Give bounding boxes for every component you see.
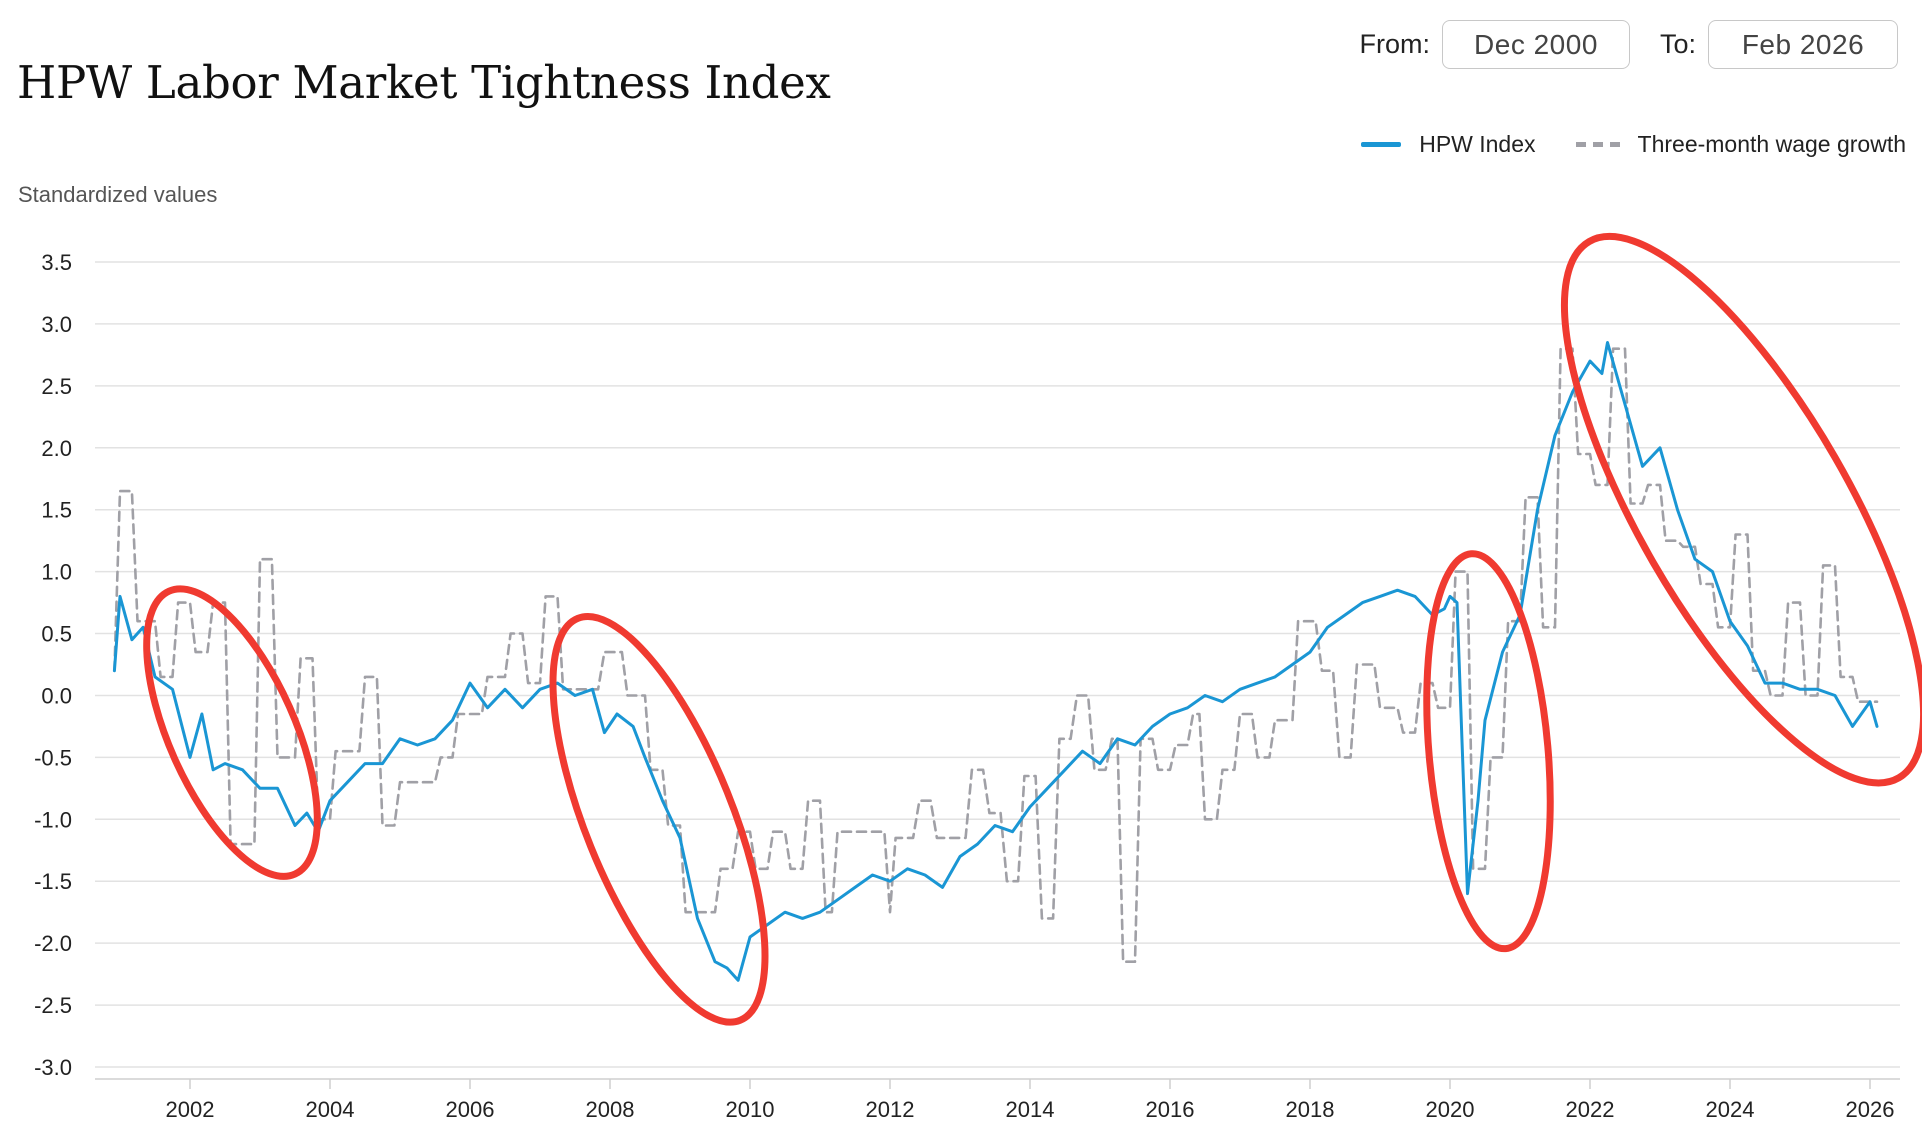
- x-tick-label: 2010: [726, 1097, 775, 1122]
- x-tick-label: 2008: [586, 1097, 635, 1122]
- legend-item-wage-growth[interactable]: Three-month wage growth: [1575, 131, 1906, 158]
- series-line-hpw-index: [112, 341, 1879, 982]
- to-date-input[interactable]: Feb 2026: [1708, 20, 1898, 69]
- y-tick-label: 1.5: [41, 498, 72, 523]
- annotation-ellipses: [143, 232, 1922, 1026]
- y-tick-label: -2.0: [34, 931, 72, 956]
- to-label: To:: [1659, 29, 1696, 59]
- x-tick-label: 2014: [1006, 1097, 1055, 1122]
- y-tick-label: 1.0: [41, 560, 72, 585]
- annotation-ellipse: [1423, 550, 1554, 953]
- y-axis-label: Standardized values: [18, 182, 218, 207]
- from-label: From:: [1359, 29, 1430, 59]
- x-tick-label: 2016: [1146, 1097, 1195, 1122]
- series-line-wage-growth: [113, 347, 1879, 963]
- y-tick-label: 2.0: [41, 436, 72, 461]
- x-axis-ticks: 2002 2004 2006 2008 2010 2012 2014 2016 2018 2020…: [166, 1079, 1895, 1122]
- x-tick-label: 2024: [1706, 1097, 1755, 1122]
- y-tick-label: -3.0: [34, 1055, 72, 1080]
- legend-swatch-dashed: [1575, 142, 1620, 147]
- x-tick-label: 2020: [1426, 1097, 1475, 1122]
- x-tick-label: 2026: [1846, 1097, 1895, 1122]
- annotation-ellipse: [1560, 232, 1922, 787]
- from-date-input[interactable]: Dec 2000: [1441, 20, 1630, 69]
- x-tick-label: 2022: [1566, 1097, 1615, 1122]
- grid-lines: [95, 261, 1900, 1080]
- annotation-ellipse: [143, 585, 321, 880]
- annotation-ellipse: [549, 612, 769, 1026]
- y-tick-label: 3.5: [41, 250, 72, 275]
- y-axis-ticks: 3.5 3.0 2.5 2.0 1.5 1.0 0.5 0.0 -0.5 -1.0 -1.5 -2.0…: [34, 250, 72, 1080]
- x-tick-label: 2018: [1286, 1097, 1335, 1122]
- y-tick-label: -1.0: [34, 807, 72, 832]
- legend-label-hpw-index: HPW Index: [1419, 131, 1536, 157]
- y-tick-label: -2.5: [34, 993, 72, 1018]
- x-tick-label: 2012: [866, 1097, 915, 1122]
- x-tick-label: 2004: [306, 1097, 355, 1122]
- chart-legend: HPW Index Three-month wage growth: [1321, 131, 1906, 158]
- x-tick-label: 2006: [446, 1097, 495, 1122]
- series-lines: [112, 341, 1879, 982]
- date-range-controls: From: Dec 2000 To: Feb 2026: [1359, 20, 1898, 69]
- y-tick-label: -0.5: [34, 745, 72, 770]
- legend-swatch-solid: [1361, 142, 1402, 147]
- y-tick-label: -1.5: [34, 869, 72, 894]
- y-tick-label: 0.5: [41, 622, 72, 647]
- legend-label-wage-growth: Three-month wage growth: [1637, 131, 1906, 157]
- y-tick-label: 3.0: [41, 312, 72, 337]
- legend-item-hpw-index[interactable]: HPW Index: [1361, 131, 1536, 158]
- page-title: HPW Labor Market Tightness Index: [17, 56, 831, 109]
- x-tick-label: 2002: [166, 1097, 215, 1122]
- y-tick-label: 0.0: [41, 683, 72, 708]
- y-tick-label: 2.5: [41, 374, 72, 399]
